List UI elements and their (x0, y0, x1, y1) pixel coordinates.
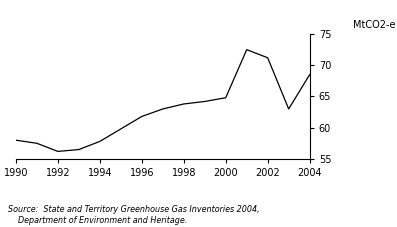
Text: Source:  State and Territory Greenhouse Gas Inventories 2004,
    Department of : Source: State and Territory Greenhouse G… (8, 205, 260, 225)
Text: MtCO2-e: MtCO2-e (353, 20, 395, 30)
